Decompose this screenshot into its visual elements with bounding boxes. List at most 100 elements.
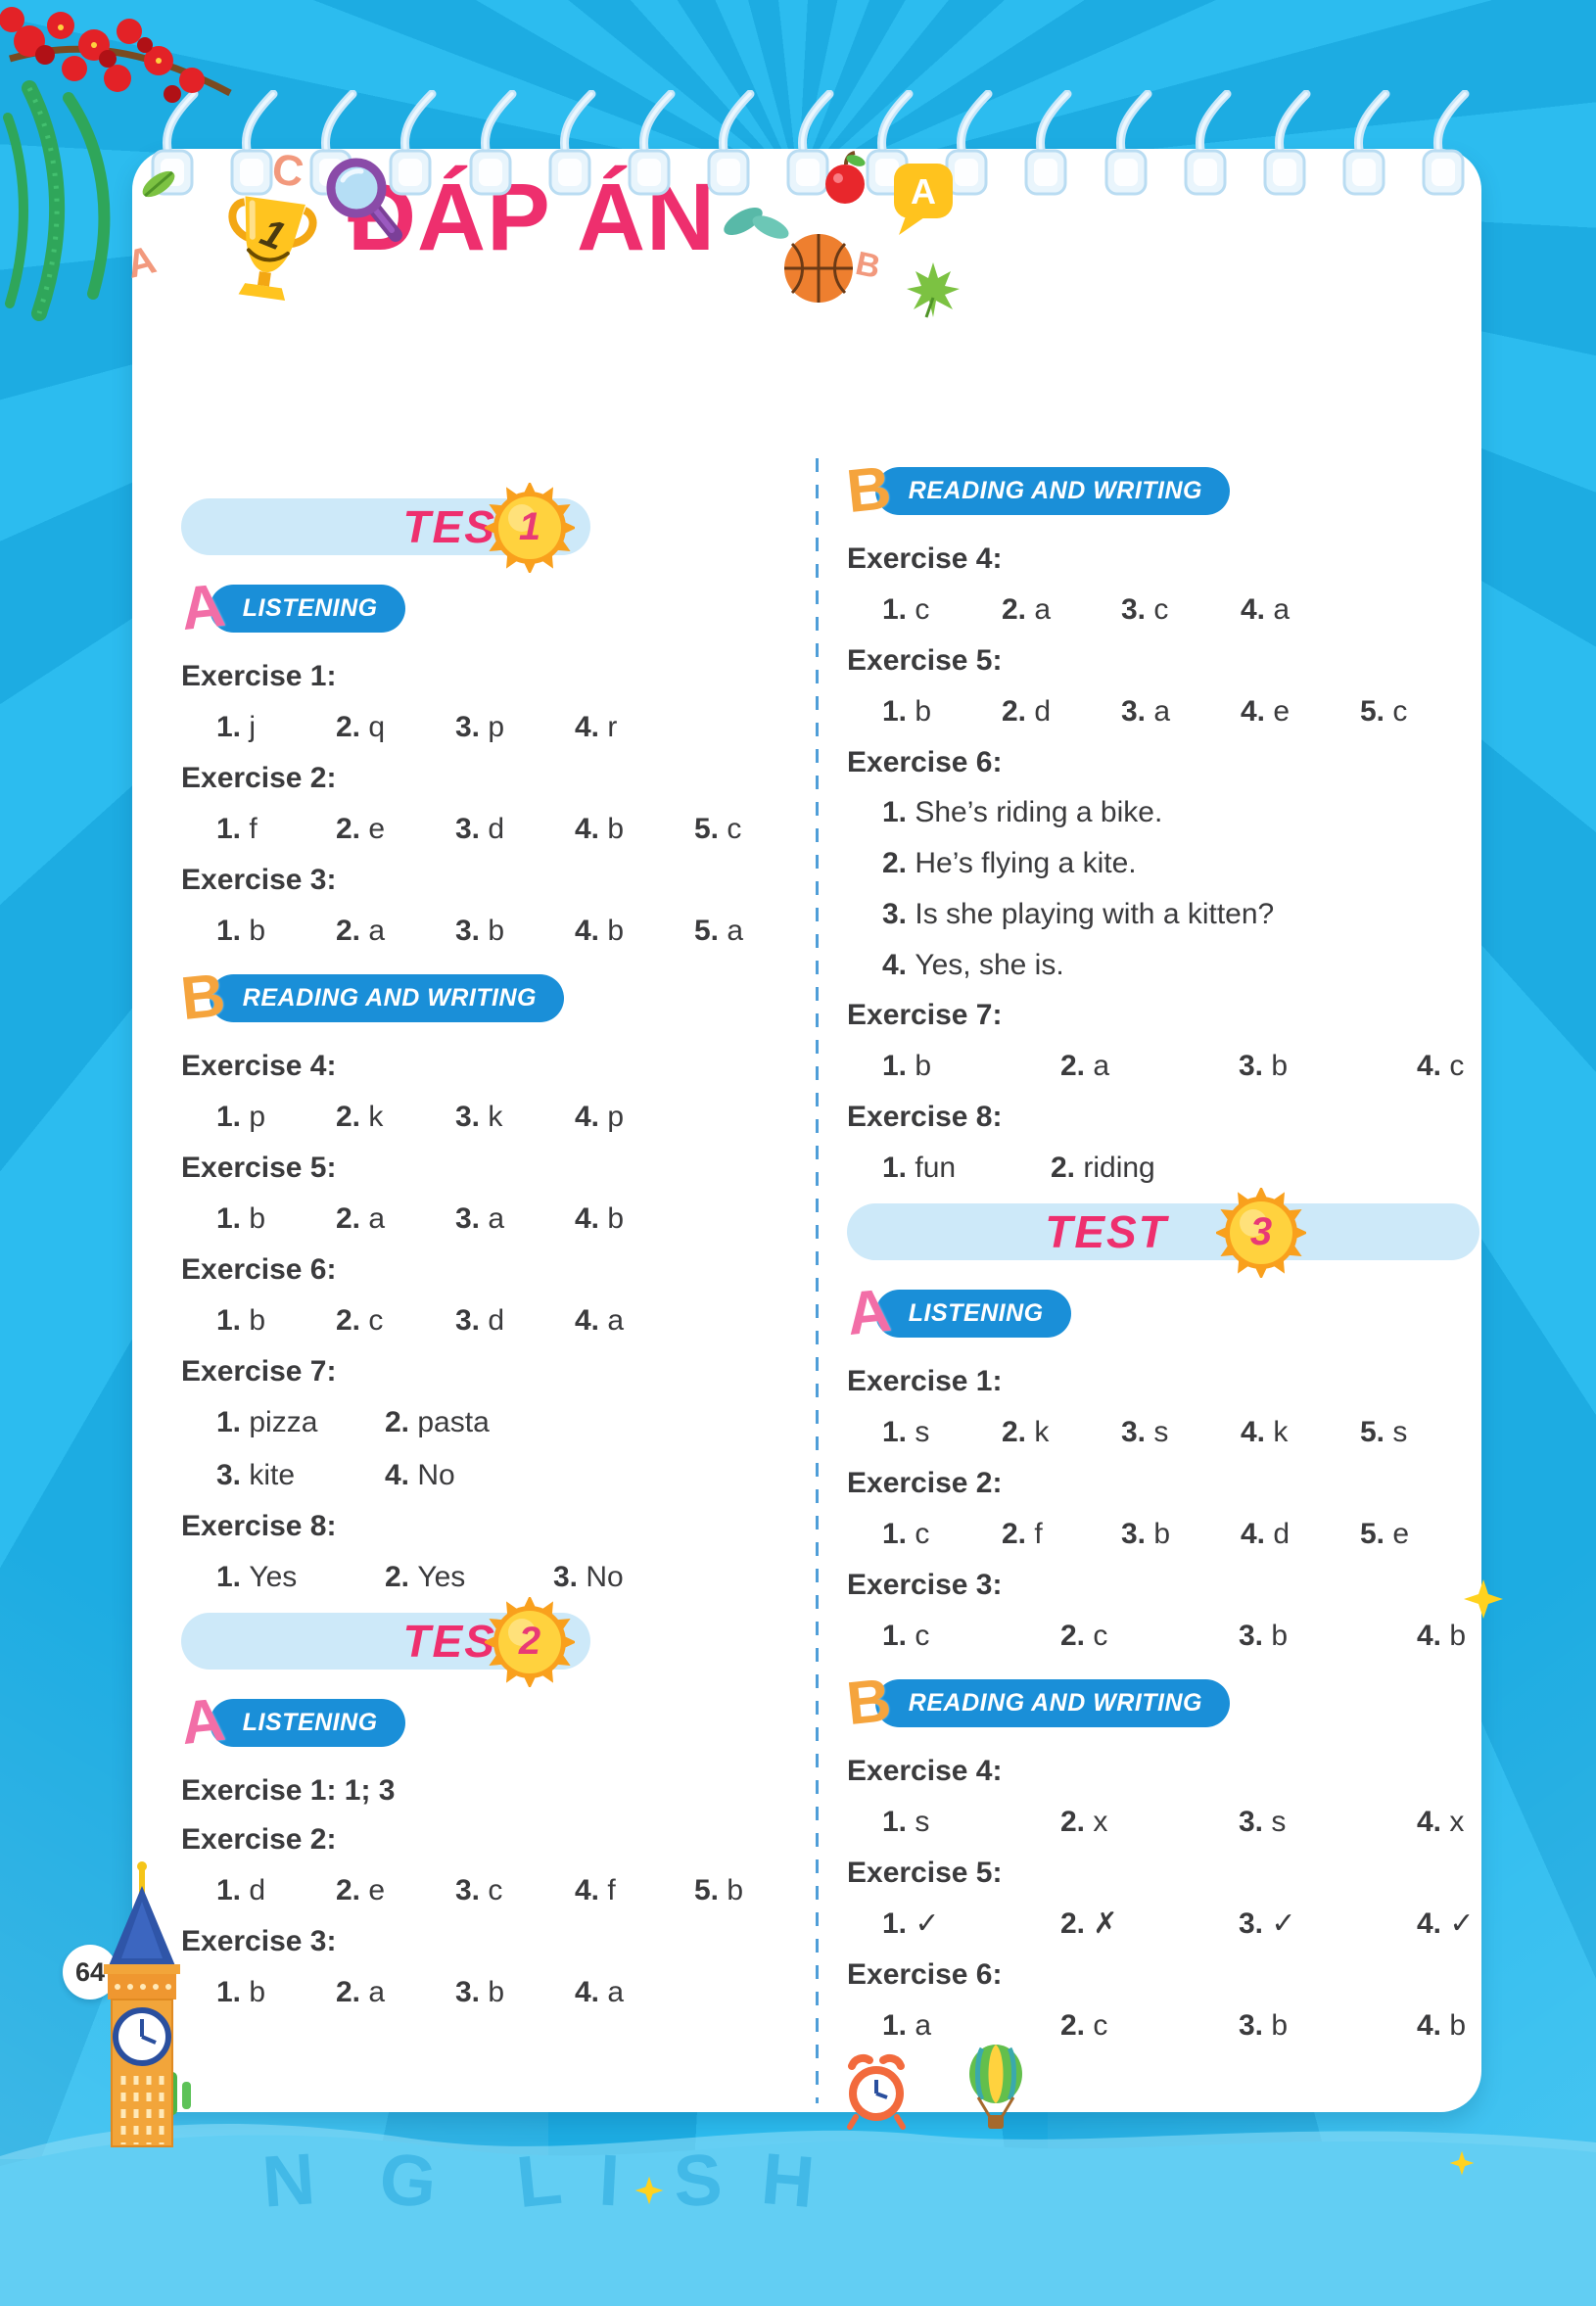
answer-number: 2. xyxy=(1002,1416,1027,1448)
answer-item: 1. c xyxy=(882,1610,1060,1663)
answer-value: b xyxy=(480,915,505,947)
answer-value: b xyxy=(907,695,932,728)
answer-value: a xyxy=(1026,593,1052,626)
answer-number: 4. xyxy=(575,915,600,947)
answer-value: a xyxy=(480,1202,505,1235)
answer-value: c xyxy=(1441,1050,1465,1082)
answer-number: 4. xyxy=(882,949,908,981)
answer-number: 1. xyxy=(216,1874,242,1906)
answer-item: 1. s xyxy=(882,1796,1060,1849)
answer-value: c xyxy=(907,1620,930,1652)
answer-item: 3. p xyxy=(455,701,575,754)
answer-row: 1. s 2. k 3. s 4. k 5. s xyxy=(847,1406,1483,1459)
answer-item: 2. a xyxy=(1002,584,1121,636)
answer-value: d xyxy=(241,1874,266,1906)
apple-icon xyxy=(821,151,871,212)
section-letter-a: A xyxy=(177,1685,227,1759)
answer-value: No xyxy=(578,1561,624,1593)
test-label: TEST xyxy=(1045,1206,1168,1257)
answer-number: 1. xyxy=(216,1406,242,1438)
spiral-ring xyxy=(701,89,758,198)
answer-number: 2. xyxy=(336,1976,361,2008)
answer-number: 4. xyxy=(575,711,600,743)
answer-item: 5. s xyxy=(1360,1406,1407,1459)
answer-value: s xyxy=(1146,1416,1169,1448)
footer-letter: L xyxy=(512,2137,566,2224)
answer-value: b xyxy=(599,813,625,845)
answer-value: b xyxy=(599,915,625,947)
answer-value: c xyxy=(907,593,930,626)
answer-item: 1. b xyxy=(882,685,1002,738)
answer-item: 3. b xyxy=(1239,1610,1417,1663)
answer-item: 4. b xyxy=(575,803,694,856)
answer-number: 1. xyxy=(882,1416,908,1448)
answer-value: b xyxy=(241,1976,266,2008)
answer-item: 3. No xyxy=(553,1551,624,1604)
answer-number: 2. xyxy=(1060,1620,1086,1652)
answer-item: 3. b xyxy=(455,1966,575,2019)
answer-row: 1. b 2. c 3. d 4. a xyxy=(181,1294,813,1347)
answer-item: 2. x xyxy=(1060,1796,1239,1849)
answer-value: b xyxy=(1441,1620,1467,1652)
answer-number: 4. xyxy=(575,1101,600,1133)
answer-item: 2. e xyxy=(336,1864,455,1917)
answer-row: 1. She’s riding a bike. xyxy=(847,787,1483,838)
section-letter-b: B xyxy=(177,961,227,1034)
answer-value: c xyxy=(1085,1620,1108,1652)
exercise-label: Exercise 5: xyxy=(847,644,1003,677)
answer-value: ✓ xyxy=(1441,1907,1475,1940)
exercise-label: Exercise 4: xyxy=(847,1755,1003,1787)
answer-row: 1. ✓ 2. ✗ 3. ✓ 4. ✓ xyxy=(847,1898,1483,1951)
bubble-letter: A xyxy=(911,171,936,212)
answer-number: 3. xyxy=(455,711,481,743)
answer-number: 3. xyxy=(1121,1518,1147,1550)
answer-item: 2. a xyxy=(336,905,455,958)
answer-value: a xyxy=(1146,695,1171,728)
answer-item: 2. d xyxy=(1002,685,1121,738)
answer-item: 1. b xyxy=(216,905,336,958)
maple-leaf-icon xyxy=(903,259,963,324)
answer-value: d xyxy=(1026,695,1052,728)
exercise-label: Exercise 6: xyxy=(847,1958,1003,1991)
answer-number: 2. xyxy=(1002,695,1027,728)
section-title: READING AND WRITING xyxy=(874,1678,1231,1727)
answer-item: 4. c xyxy=(1417,1040,1464,1093)
answer-row: 1. f 2. e 3. d 4. b 5. c xyxy=(181,803,813,856)
answer-value: b xyxy=(241,915,266,947)
exercise-label: Exercise 2: xyxy=(847,1467,1003,1499)
answer-item: 3. d xyxy=(455,803,575,856)
answer-number: 5. xyxy=(1360,695,1385,728)
answer-number: 4. xyxy=(1417,1806,1442,1838)
page-number: 64 xyxy=(74,1956,106,1987)
answer-number: 1. xyxy=(882,1518,908,1550)
answer-value: a xyxy=(1085,1050,1110,1082)
answer-item: 2. Yes xyxy=(385,1551,553,1604)
answer-item: 2. riding xyxy=(1051,1142,1155,1195)
exercise-label: Exercise 8: xyxy=(847,1101,1003,1133)
answer-item: 4. Yes, she is. xyxy=(882,940,1064,991)
leaf-icon xyxy=(137,163,182,212)
answer-row: 1. b 2. a 3. b 4. c xyxy=(847,1040,1483,1093)
answer-item: 4. k xyxy=(1241,1406,1360,1459)
section-letter-b: B xyxy=(843,1666,893,1739)
answer-item: 1. c xyxy=(882,584,1002,636)
answer-value: riding xyxy=(1075,1152,1155,1184)
answer-number: 2. xyxy=(882,847,908,879)
answer-number: 1. xyxy=(882,593,908,626)
spiral-ring xyxy=(1257,89,1314,198)
answer-number: 3. xyxy=(455,1874,481,1906)
answer-value: p xyxy=(480,711,505,743)
answer-value: a xyxy=(907,2009,932,2042)
answer-row: 1. b 2. a 3. b 4. b 5. a xyxy=(181,905,813,958)
answer-number: 2. xyxy=(385,1406,410,1438)
exercise-label: Exercise 8: xyxy=(181,1510,337,1542)
answer-number: 2. xyxy=(1002,1518,1027,1550)
section-title: READING AND WRITING xyxy=(874,466,1231,515)
answer-item: 4. b xyxy=(575,1193,624,1246)
answer-value: a xyxy=(360,1202,386,1235)
answer-item: 2. c xyxy=(1060,1610,1239,1663)
answer-value: j xyxy=(241,711,257,743)
answer-row: 1. d 2. e 3. c 4. f 5. b xyxy=(181,1864,813,1917)
exercise-label: Exercise 1: xyxy=(181,660,337,692)
